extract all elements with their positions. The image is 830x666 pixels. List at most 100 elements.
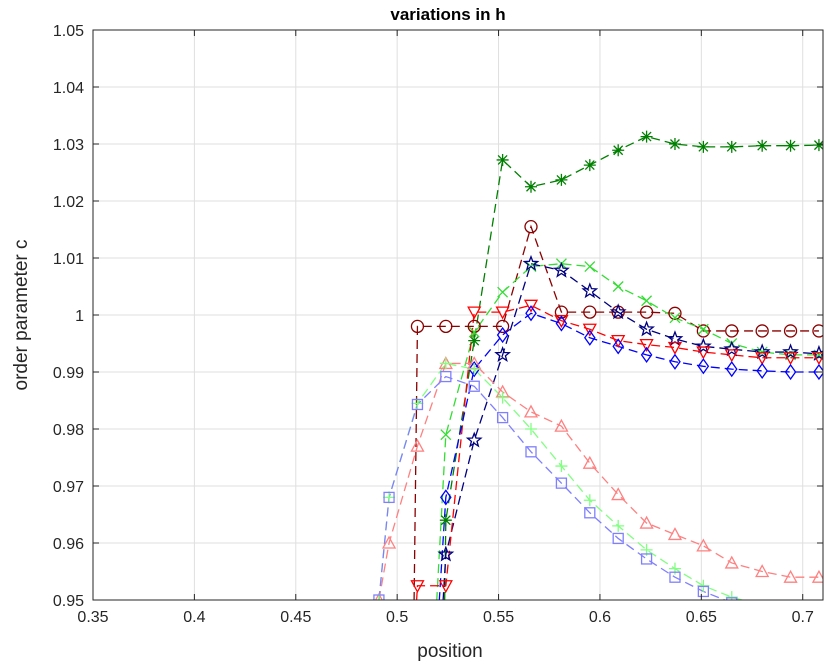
triangle-up-marker (381, 535, 397, 549)
y-tick-label: 1 (75, 308, 84, 325)
circle-marker (812, 324, 823, 338)
asterisk-marker (784, 139, 797, 152)
diamond-marker (725, 361, 738, 378)
series-line-maroon-circle (413, 224, 819, 600)
y-tick-label: 0.96 (53, 536, 84, 553)
square-marker (373, 594, 385, 600)
square-marker (440, 370, 452, 383)
triangle-down-marker (467, 306, 482, 320)
square-marker (383, 491, 395, 504)
x-marker (641, 295, 653, 307)
asterisk-marker (583, 159, 596, 172)
circle-marker (668, 306, 682, 320)
x-tick-label: 0.4 (183, 609, 205, 626)
square-marker (669, 571, 681, 583)
asterisk-marker (496, 153, 509, 166)
asterisk-marker (640, 130, 653, 143)
asterisk-marker (725, 140, 738, 153)
plus-marker (761, 599, 763, 600)
diamond-marker (756, 362, 768, 379)
x-marker (468, 326, 480, 338)
star-marker (494, 346, 512, 363)
series-markers-navy-star (437, 254, 823, 562)
y-tick-label: 0.98 (53, 422, 84, 439)
series-markers-blue-diamond (440, 305, 823, 506)
y-tick-label: 1.03 (53, 137, 84, 154)
star-marker (810, 344, 823, 361)
triangle-down-marker (667, 341, 683, 355)
square-marker (468, 380, 480, 392)
circle-marker (583, 305, 597, 319)
star-marker (609, 303, 627, 320)
diamond-marker (496, 326, 509, 344)
triangle-down-marker (783, 352, 798, 366)
triangle-down-marker (582, 323, 597, 337)
triangle-down-marker (611, 334, 626, 349)
asterisk-marker (812, 139, 823, 152)
x-tick-label: 0.5 (386, 609, 408, 626)
circle-marker (439, 319, 453, 334)
circle-marker (783, 324, 798, 338)
square-marker (697, 585, 710, 598)
series-markers-lightblue-square (373, 370, 738, 600)
plus-marker (697, 579, 710, 592)
triangle-up-marker (582, 455, 597, 469)
triangle-down-marker (696, 346, 711, 360)
diamond-marker (697, 358, 710, 375)
plus-marker (372, 594, 385, 600)
y-tick-label: 1.02 (53, 194, 84, 211)
square-marker (555, 477, 568, 489)
diamond-marker (440, 489, 452, 506)
diamond-marker (640, 346, 653, 364)
square-marker (640, 553, 653, 565)
star-marker (723, 340, 741, 357)
plus-marker (612, 519, 625, 532)
circle-marker (755, 324, 769, 338)
x-marker (497, 286, 509, 298)
diamond-marker (784, 363, 797, 381)
series-line-lightblue-square (378, 375, 727, 600)
y-tick-label: 1.01 (53, 251, 84, 268)
series-markers-lightgreen-plus (372, 357, 763, 600)
x-marker (440, 429, 452, 441)
plus-marker (468, 363, 481, 376)
triangle-down-marker (438, 580, 453, 594)
star-marker (581, 282, 599, 299)
diamond-marker (468, 361, 481, 378)
plus-marker (583, 494, 596, 507)
square-marker (525, 446, 537, 458)
triangle-up-marker (611, 487, 626, 501)
triangle-down-marker (811, 352, 823, 366)
square-marker (726, 597, 738, 600)
triangle-up-marker (811, 569, 823, 583)
triangle-up-marker (696, 538, 711, 552)
triangle-up-marker (667, 527, 683, 541)
triangle-down-marker (523, 299, 539, 313)
series-markers-green-asterisk (439, 130, 823, 527)
x-marker (612, 281, 624, 292)
plus-marker (439, 357, 452, 370)
asterisk-marker (555, 173, 568, 186)
diamond-marker (813, 363, 823, 381)
triangle-down-marker (410, 580, 425, 594)
diamond-marker (525, 305, 537, 322)
ticks: 0.35 0.4 0.45 0.5 0.55 0.6 0.65 0.7 0.95 0.96 0.97… (53, 23, 823, 626)
series-line-red-triangle-down (415, 304, 819, 600)
y-tick-label: 0.99 (53, 365, 84, 382)
asterisk-marker (612, 144, 625, 157)
asterisk-marker (668, 138, 681, 150)
asterisk-marker (525, 180, 537, 193)
y-tick-label: 0.97 (53, 479, 84, 496)
triangle-down-marker (755, 352, 770, 366)
plus-marker (525, 423, 537, 435)
triangle-up-marker (554, 418, 569, 432)
plus-marker (383, 491, 396, 504)
diamond-marker (555, 315, 568, 332)
square-marker (496, 411, 509, 424)
triangle-down-marker (639, 338, 654, 352)
star-marker (638, 320, 656, 337)
diamond-marker (612, 338, 624, 355)
star-marker (522, 254, 540, 271)
asterisk-marker (697, 140, 710, 153)
circle-marker (495, 319, 510, 334)
